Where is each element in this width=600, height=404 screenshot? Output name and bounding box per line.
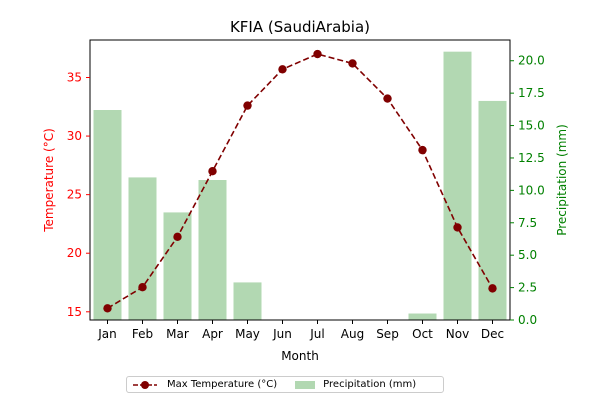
temperature-point-aug: [348, 59, 357, 68]
temperature-point-jan: [103, 304, 112, 313]
plot-frame: [89, 39, 511, 321]
precip-bar-dec: [478, 100, 507, 320]
y-axis-label-left: Temperature (°C): [42, 128, 56, 233]
legend-label-temperature: Max Temperature (°C): [167, 379, 278, 390]
precip-bar-apr: [198, 180, 227, 320]
legend-item-temperature: Max Temperature (°C): [131, 379, 277, 390]
temperature-point-sep: [383, 94, 392, 103]
temperature-line: [107, 53, 494, 309]
x-tick-label-jun: Jun: [272, 327, 292, 341]
x-tick-label-apr: Apr: [202, 327, 223, 341]
x-tick-label-sep: Sep: [376, 327, 399, 341]
right-tick-label-5.0: 5.0: [518, 248, 537, 262]
legend-label-precipitation: Precipitation (mm): [323, 379, 417, 390]
x-tick-label-may: May: [235, 327, 260, 341]
right-tick-label-17.5: 17.5: [518, 86, 545, 100]
legend-line-swatch: [133, 380, 157, 389]
legend-item-precipitation: Precipitation (mm): [295, 379, 416, 390]
x-tick-label-nov: Nov: [446, 327, 469, 341]
right-tick-label-15.0: 15.0: [518, 119, 545, 133]
left-tick-label-35: 35: [67, 70, 82, 84]
temperature-point-may: [243, 101, 252, 110]
precip-bar-feb: [128, 177, 157, 320]
x-tick-label-oct: Oct: [412, 327, 433, 341]
right-tick-label-7.5: 7.5: [518, 216, 537, 230]
x-tick-label-feb: Feb: [132, 327, 153, 341]
temperature-point-apr: [208, 167, 217, 176]
precip-bar-jan: [93, 110, 122, 320]
x-tick-label-dec: Dec: [481, 327, 504, 341]
y-axis-label-right: Precipitation (mm): [555, 124, 569, 236]
left-tick-label-15: 15: [67, 305, 82, 319]
temperature-point-dec: [488, 284, 497, 293]
precip-bar-oct: [408, 313, 437, 320]
precip-bar-nov: [443, 51, 472, 321]
temperature-point-nov: [453, 223, 462, 232]
right-tick-label-10.0: 10.0: [518, 183, 545, 197]
axes-layer: Jan Feb Mar Apr May Jun Jul Aug Sep Oct Nov Dec 15 20…: [67, 39, 545, 341]
x-tick-label-jan: Jan: [97, 327, 117, 341]
right-tick-label-20.0: 20.0: [518, 54, 545, 68]
bars-layer: [93, 51, 507, 321]
temperature-point-jul: [313, 49, 322, 59]
left-tick-label-25: 25: [67, 188, 82, 202]
temperature-point-oct: [418, 145, 427, 155]
line-layer: [103, 49, 497, 313]
legend-bar-swatch: [295, 380, 316, 389]
precip-bar-mar: [163, 212, 192, 320]
right-tick-label-12.5: 12.5: [518, 151, 545, 165]
right-tick-label-2.5: 2.5: [518, 281, 537, 295]
left-tick-label-30: 30: [67, 129, 82, 143]
x-axis-label: Month: [281, 349, 319, 363]
x-tick-label-aug: Aug: [341, 327, 364, 341]
x-tick-label-jul: Jul: [309, 327, 324, 341]
precip-bar-may: [233, 282, 262, 320]
temperature-point-feb: [138, 282, 147, 292]
temperature-point-jun: [278, 65, 287, 74]
x-tick-label-mar: Mar: [166, 327, 189, 341]
chart-title: KFIA (SaudiArabia): [230, 18, 370, 36]
temperature-point-mar: [173, 232, 182, 242]
left-tick-label-20: 20: [67, 246, 82, 260]
legend: Max Temperature (°C) Precipitation (mm): [126, 376, 444, 393]
right-tick-label-0.0: 0.0: [518, 313, 537, 327]
